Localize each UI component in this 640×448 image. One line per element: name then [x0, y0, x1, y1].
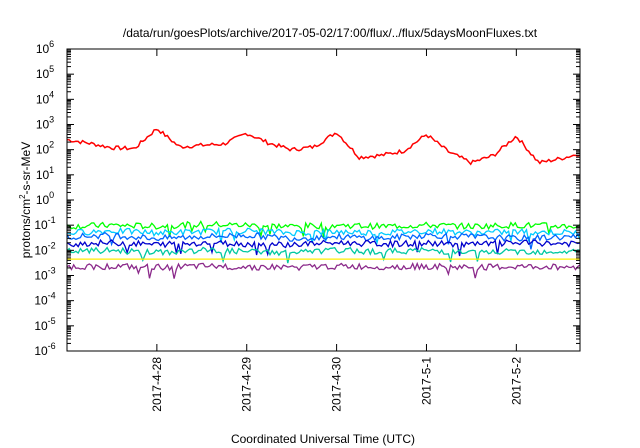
y-tick-exp: 3	[49, 115, 54, 125]
x-axis-label: Coordinated Universal Time (UTC)	[231, 432, 415, 446]
series-layer	[67, 128, 580, 279]
y-tick-exp: -3	[48, 266, 56, 276]
x-tick-label: 2017-4-29	[240, 357, 254, 412]
y-tick-base: 10	[36, 193, 50, 207]
series-line	[67, 238, 580, 257]
y-tick-label: 106	[36, 39, 54, 56]
y-tick-exp: -6	[48, 341, 56, 351]
series-line	[67, 226, 580, 246]
y-tick-label: 100	[36, 190, 54, 207]
series-line	[67, 231, 580, 250]
series-line	[67, 128, 580, 166]
y-tick-exp: 2	[49, 140, 54, 150]
y-tick-base: 10	[34, 269, 48, 283]
y-tick-label: 101	[36, 165, 54, 182]
y-tick-exp: -1	[48, 215, 56, 225]
y-tick-label: 10-4	[34, 291, 55, 308]
y-tick-exp: 1	[49, 165, 54, 175]
y-tick-base: 10	[34, 319, 48, 333]
y-tick-exp: 4	[49, 89, 54, 99]
y-tick-base: 10	[36, 42, 50, 56]
y-tick-label: 10-5	[34, 316, 55, 333]
x-tick-label: 2017-5-1	[419, 357, 433, 405]
y-tick-base: 10	[36, 118, 50, 132]
y-tick-base: 10	[34, 294, 48, 308]
y-tick-exp: 6	[49, 39, 54, 49]
y-tick-base: 10	[34, 243, 48, 257]
chart-title: /data/run/goesPlots/archive/2017-05-02/1…	[123, 26, 538, 40]
y-tick-base: 10	[36, 143, 50, 157]
y-tick-exp: 0	[49, 190, 54, 200]
x-axis: 2017-4-28 2017-4-29 2017-4-30 2017-5-1 2017-…	[150, 49, 523, 412]
y-axis-label: protons/cm2-s-sr-MeV	[18, 142, 33, 258]
y-tick-label: 105	[36, 64, 54, 81]
y-tick-label: 102	[36, 140, 54, 157]
plot-frame	[66, 48, 581, 352]
y-tick-exp: -4	[48, 291, 56, 301]
y-tick-label: 10-3	[34, 266, 55, 283]
y-tick-base: 10	[34, 344, 48, 358]
y-tick-exp: 5	[49, 64, 54, 74]
y-tick-label: 10-1	[34, 215, 55, 232]
x-tick-label: 2017-4-30	[330, 357, 344, 412]
y-tick-label: 10-2	[34, 240, 55, 257]
y-tick-label: 104	[36, 89, 54, 106]
y-axis: 10-610-510-410-310-210-11001011021031041…	[34, 39, 580, 358]
x-tick-label: 2017-5-2	[509, 357, 523, 405]
y-tick-exp: -5	[48, 316, 56, 326]
y-tick-label: 103	[36, 115, 54, 132]
series-line	[67, 246, 580, 264]
y-tick-label: 10-6	[34, 341, 55, 358]
y-tick-base: 10	[34, 218, 48, 232]
y-tick-base: 10	[36, 92, 50, 106]
y-tick-base: 10	[36, 168, 50, 182]
x-tick-label: 2017-4-28	[150, 357, 164, 412]
series-line	[67, 261, 580, 279]
y-tick-exp: -2	[48, 240, 56, 250]
y-tick-base: 10	[36, 67, 50, 81]
